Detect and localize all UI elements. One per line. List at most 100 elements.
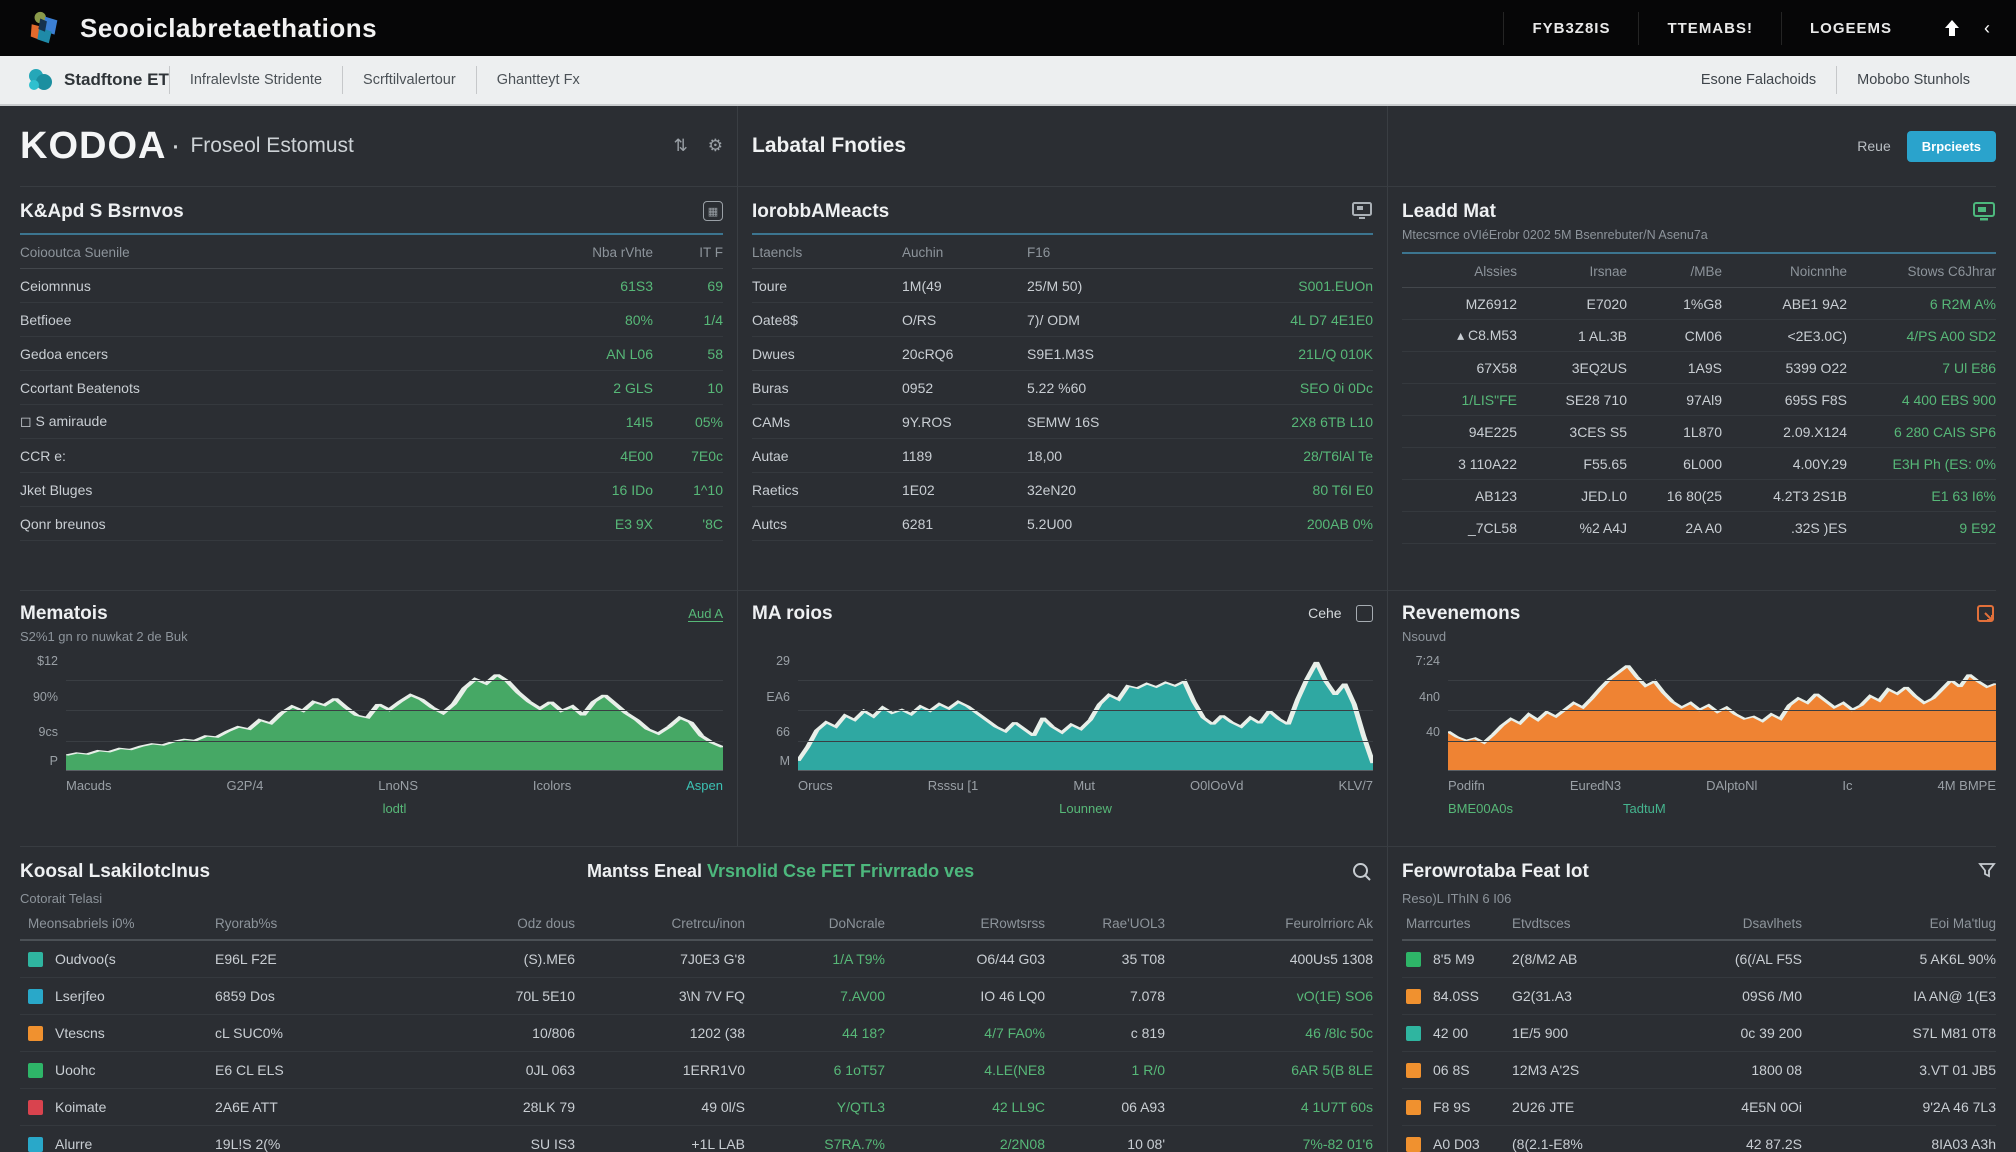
row-value: 28/T6lAl Te	[1303, 447, 1373, 464]
app-title: Seooiclabretaethations	[80, 12, 378, 43]
table-row[interactable]: 8'5 M9 2(8/M2 AB (6(/AL F5S 5 AK6L 90%	[1402, 941, 1996, 978]
table-row[interactable]: Ceiomnnus 61S3 69	[20, 269, 723, 303]
chart-footer-label[interactable]: TadtuM	[1623, 801, 1666, 816]
table-row[interactable]: _7CL58 %2 A4J 2A A0 .32S )ES 9 E92	[1402, 512, 1996, 544]
table-row[interactable]: ◻ S amiraude 14I5 05%	[20, 405, 723, 439]
row-value: 4/7 FA0%	[984, 1025, 1045, 1041]
monitor-icon[interactable]	[1351, 201, 1373, 221]
row-label: Autae	[752, 447, 789, 464]
table-row[interactable]: 06 8S 12M3 A'2S 1800 08 3.VT 01 JB5	[1402, 1052, 1996, 1089]
topnav-item-3[interactable]: LOGEEMS	[1780, 11, 1920, 45]
subnav-item-3[interactable]: Ghantteyt Fx	[475, 66, 600, 94]
y-tick-label: M	[779, 753, 790, 768]
table-row[interactable]: Gedoa encers AN L06 58	[20, 337, 723, 371]
row-label: CAMs	[752, 413, 791, 430]
row-label: Raetics	[752, 481, 799, 498]
table-row[interactable]: 67X58 3EQ2US 1A9S 5399 O22 7 Ul E86	[1402, 352, 1996, 384]
search-icon[interactable]	[1351, 861, 1373, 883]
table-row[interactable]: 3 110A22 F55.65 6L000 4.00Y.29 E3H Ph (E…	[1402, 448, 1996, 480]
table-row[interactable]: CAMs 9Y.ROS SEMW 16S 2X8 6TB L10	[752, 405, 1373, 439]
table-row[interactable]: 84.0SS G2(31.A3 09S6 /M0 IA AN@ 1(E3	[1402, 978, 1996, 1015]
table-row[interactable]: 42 00 1E/5 900 0c 39 200 S7L M81 0T8	[1402, 1015, 1996, 1052]
table-row[interactable]: Uoohc E6 CL ELS 0JL 063 1ERR1V0 6 1oT57 …	[20, 1052, 1373, 1089]
row-value: 5.22 %60	[1027, 379, 1087, 396]
row-label-cell: Uoohc	[20, 1062, 215, 1078]
row-value: 1L870	[1683, 423, 1722, 440]
subnav-item-2[interactable]: Scrftilvalertour	[342, 66, 476, 94]
row-value: 7J0E3 G'8	[680, 951, 745, 967]
section-title-labatal: Labatal Fnoties	[752, 134, 907, 157]
x-tick-label: Aspen	[686, 778, 723, 793]
table-row[interactable]: Autae 1189 18,00 28/T6lAl Te	[752, 439, 1373, 473]
topnav-item-1[interactable]: FYB3Z8IS	[1503, 11, 1638, 45]
table-row[interactable]: CCR e: 4E00 7E0c	[20, 439, 723, 473]
lead-panel: Leadd Mat Mtecsrnce oVIéErobr 0202 5M Bs…	[1387, 186, 1996, 590]
table-row[interactable]: Buras 0952 5.22 %60 SEO 0i 0Dc	[752, 371, 1373, 405]
row-label-cell: Koimate	[20, 1099, 215, 1115]
table-row[interactable]: 94E225 3CES S5 1L870 2.09.X124 6 280 CAI…	[1402, 416, 1996, 448]
x-tick-label: Podifn	[1448, 778, 1485, 793]
chart-link[interactable]: Aud A	[688, 606, 723, 622]
row-value: 3 110A22	[1458, 455, 1517, 472]
table-row[interactable]: Koimate 2A6E ATT 28LK 79 49 0l/S Y/QTL3 …	[20, 1089, 1373, 1126]
row-value: 4.00Y.29	[1792, 455, 1847, 472]
chart-footer-label[interactable]: lodtl	[382, 801, 407, 816]
chart-checkbox[interactable]	[1356, 605, 1373, 623]
topnav-item-2[interactable]: TTEMABS!	[1638, 11, 1781, 45]
x-tick-label: Orucs	[798, 778, 833, 793]
chevron-left-icon[interactable]: ‹	[1984, 17, 1990, 38]
gridline	[798, 740, 1373, 742]
column-header: Feurolrriorc Ak	[1285, 916, 1373, 931]
table-row[interactable]: ▴ C8.M53 1 AL.3B CM06 <2E3.0C) 4/PS A00 …	[1402, 320, 1996, 352]
chart-footer-label[interactable]: Lounnew	[1059, 801, 1112, 816]
row-value: 200AB 0%	[1306, 515, 1373, 532]
brand[interactable]: Stadftone ET	[26, 67, 169, 93]
row-label: Betfioee	[20, 311, 72, 328]
table-row[interactable]: 1/LIS"FE SE28 710 97Al9 695S F8S 4 400 E…	[1402, 384, 1996, 416]
table-row[interactable]: Jket Bluges 16 IDo 1^10	[20, 473, 723, 507]
subnav-item-1[interactable]: Infralevlste Stridente	[168, 66, 342, 94]
subnav-right-2[interactable]: Mobobo Stunhols	[1836, 66, 1990, 94]
filter-icon[interactable]	[1978, 861, 1996, 879]
table-row[interactable]: Oate8$ O/RS 7)/ ODM 4L D7 4E1E0	[752, 303, 1373, 337]
table-row[interactable]: Oudvoo(s E96L F2E (S).ME6 7J0E3 G'8 1/A …	[20, 941, 1373, 978]
export-icon[interactable]	[1976, 604, 1996, 624]
table-row[interactable]: Autcs 6281 5.2U00 200AB 0%	[752, 507, 1373, 541]
row-value: 1E/5 900	[1512, 1025, 1569, 1041]
monitor-green-icon[interactable]	[1972, 201, 1996, 223]
column-header: Nba rVhte	[592, 245, 653, 260]
table-row[interactable]: Alurre 19L!S 2(% SU IS3 +1L LAB S7RA.7% …	[20, 1126, 1373, 1152]
table-row[interactable]: Ccortant Beatenots 2 GLS 10	[20, 371, 723, 405]
bottom-center-title-white: Mantss Eneal	[586, 861, 707, 881]
x-tick-label: Mut	[1073, 778, 1095, 793]
row-value: S9E1.M3S	[1027, 345, 1094, 362]
table-row[interactable]: A0 D03 (8(2.1-E8% 42 87.2S 8IA03 A3h	[1402, 1126, 1996, 1152]
row-label-cell: 06 8S	[1402, 1062, 1512, 1078]
row-value: <2E3.0C)	[1787, 327, 1847, 344]
x-tick-label: Ic	[1842, 778, 1853, 793]
row-value: 9 E92	[1959, 519, 1996, 536]
row-value: IA AN@ 1(E3	[1913, 988, 1996, 1004]
upload-arrow-icon[interactable]	[1942, 18, 1962, 38]
table-row[interactable]: Toure 1M(49 25/M 50) S001.EUOn	[752, 269, 1373, 303]
settings-icon[interactable]: ⚙	[707, 136, 723, 155]
subnav-right-1[interactable]: Esone Falachoids	[1700, 72, 1817, 88]
grid-icon[interactable]: ▦	[703, 201, 723, 221]
table-row[interactable]: F8 9S 2U26 JTE 4E5N 0Oi 9'2A 46 7L3	[1402, 1089, 1996, 1126]
sort-icon[interactable]: ⇅	[673, 136, 688, 155]
app-logo-icon[interactable]	[26, 9, 64, 47]
row-value: vO(1E) SO6	[1296, 988, 1373, 1004]
table-row[interactable]: Qonr breunos E3 9X '8C	[20, 507, 723, 541]
table-row[interactable]: AB123 JED.L0 16 80(25 4.2T3 2S1B E1 63 I…	[1402, 480, 1996, 512]
table-row[interactable]: Vtescns cL SUC0% 10/806 1202 (38 44 18? …	[20, 1015, 1373, 1052]
table-row[interactable]: Betfioee 80% 1/4	[20, 303, 723, 337]
table-row[interactable]: Lserjfeo 6859 Dos 70L 5E10 3\N 7V FQ 7.A…	[20, 978, 1373, 1015]
table-row[interactable]: MZ6912 E7020 1%G8 ABE1 9A2 6 R2M A%	[1402, 288, 1996, 320]
primary-action-button[interactable]: Brpcieets	[1906, 130, 1996, 162]
row-color-swatch	[28, 1025, 43, 1041]
table-row[interactable]: Dwues 20cRQ6 S9E1.M3S 21L/Q 010K	[752, 337, 1373, 371]
table-row[interactable]: Raetics 1E02 32eN20 80 T6I E0	[752, 473, 1373, 507]
header-right-label: Reue	[1857, 138, 1891, 154]
chart-footer-label[interactable]: BME00A0s	[1448, 801, 1514, 816]
row-value: 69	[707, 277, 723, 294]
